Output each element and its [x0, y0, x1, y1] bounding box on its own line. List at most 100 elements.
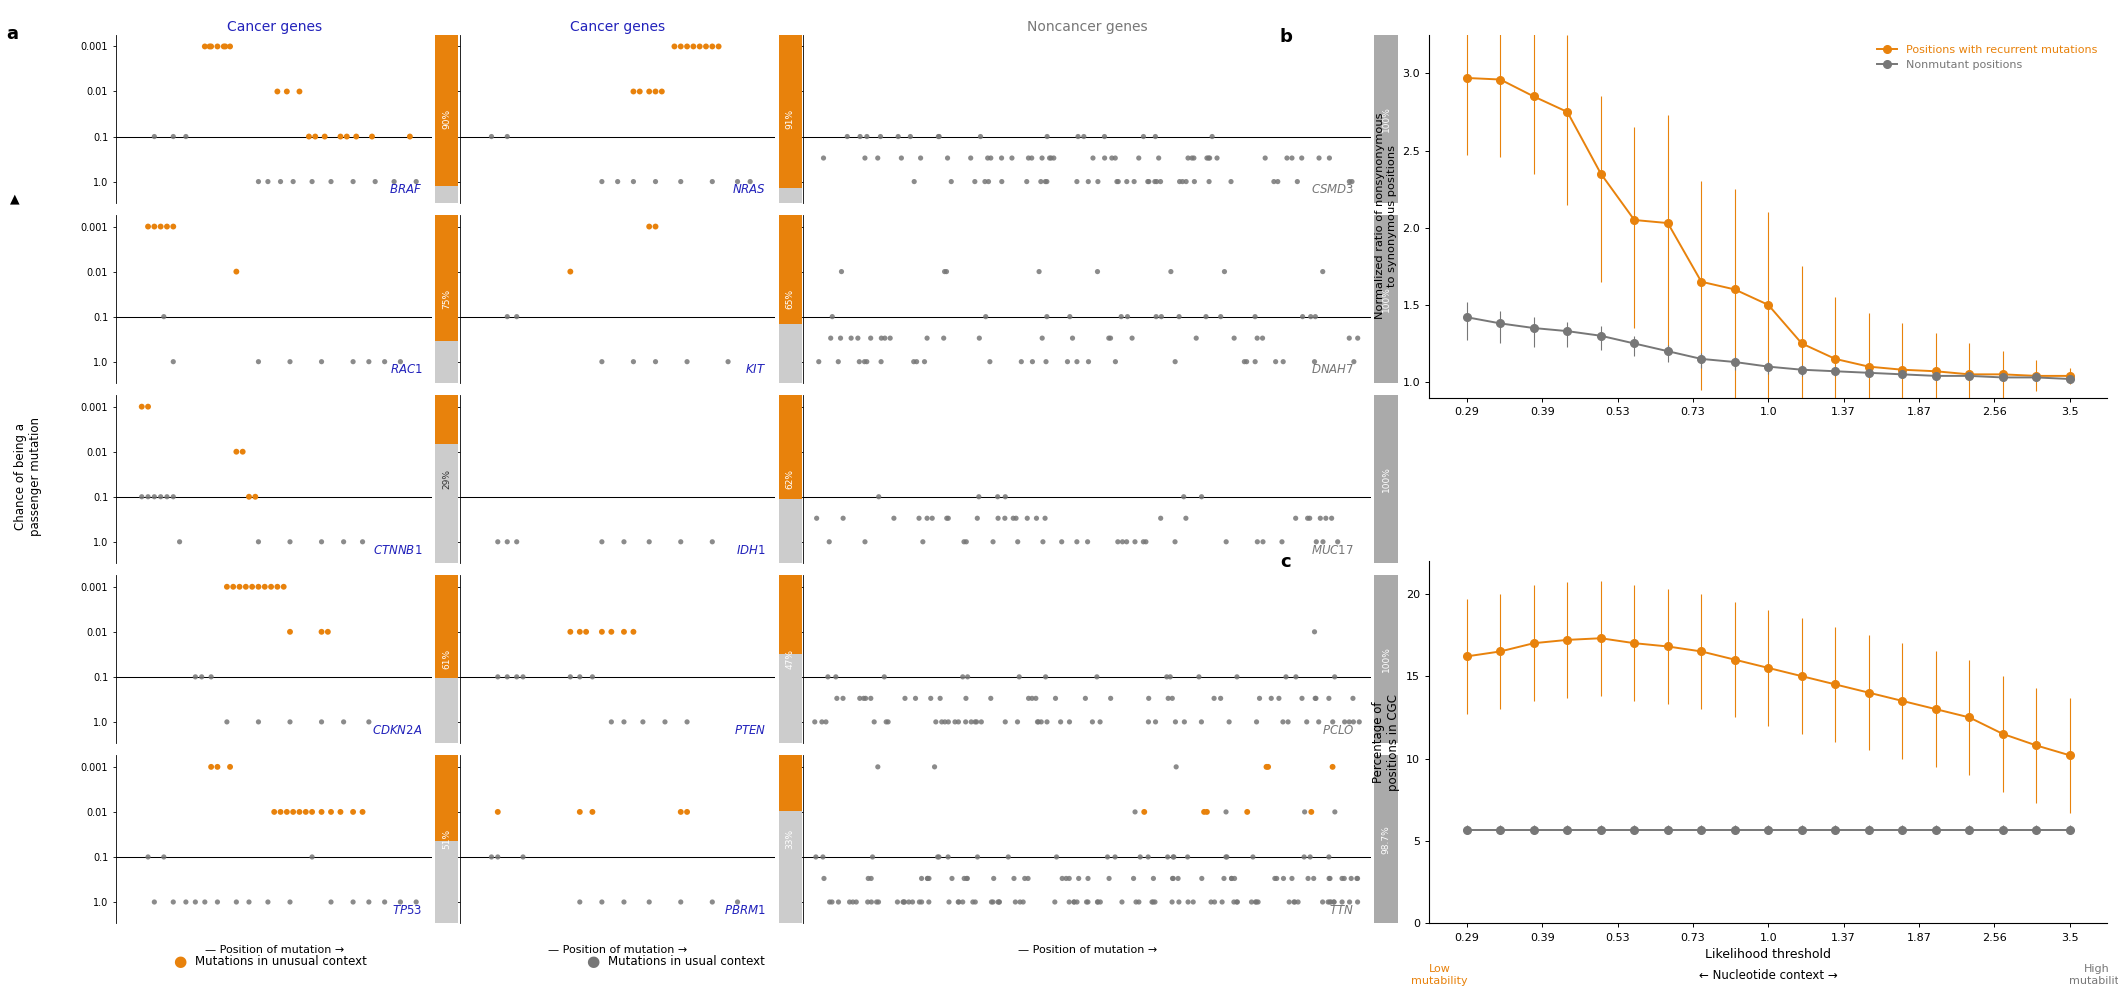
Point [602, 174, 635, 190]
Point [1315, 714, 1349, 730]
Point [269, 83, 303, 99]
Point [138, 894, 172, 910]
Point [928, 264, 962, 280]
Point [887, 894, 921, 910]
Point [932, 894, 966, 910]
Point [1144, 174, 1178, 190]
Point [294, 174, 328, 190]
Text: 100%: 100% [1381, 466, 1392, 493]
Point [1012, 150, 1046, 166]
Point [676, 39, 710, 55]
Point [633, 894, 667, 910]
Text: ▲: ▲ [11, 192, 19, 206]
Point [1303, 510, 1336, 526]
Point [282, 804, 316, 820]
Point [1150, 849, 1184, 865]
Bar [434, 755, 457, 841]
Point [267, 579, 301, 595]
Point [1156, 849, 1190, 865]
Point [1328, 871, 1362, 887]
Point [949, 534, 983, 550]
Point [849, 690, 883, 706]
Point [1332, 894, 1366, 910]
Point [974, 690, 1008, 706]
Point [843, 690, 877, 706]
Point [1305, 894, 1339, 910]
Point [682, 39, 716, 55]
Point [864, 331, 898, 347]
Point [345, 804, 379, 820]
Point [324, 804, 358, 820]
Point [330, 129, 364, 145]
Text: ●: ● [174, 953, 186, 969]
Point [1248, 150, 1281, 166]
Point [1343, 714, 1377, 730]
Point [195, 669, 229, 685]
Point [688, 39, 722, 55]
Point [146, 309, 180, 325]
Point [352, 354, 385, 369]
Point [553, 624, 587, 639]
Point [1254, 690, 1288, 706]
Bar [779, 395, 803, 499]
Bar [779, 188, 803, 204]
Point [210, 579, 244, 595]
Point [1025, 150, 1059, 166]
Point [1341, 331, 1375, 347]
Point [1159, 534, 1192, 550]
Point [633, 218, 667, 234]
Point [964, 714, 998, 730]
Point [220, 444, 254, 460]
Point [1332, 714, 1366, 730]
Point [957, 714, 991, 730]
Point [638, 354, 671, 369]
Point [261, 579, 294, 595]
Point [1067, 129, 1101, 145]
Point [1019, 690, 1053, 706]
Point [1214, 871, 1248, 887]
Point [1171, 894, 1205, 910]
Point [1089, 150, 1123, 166]
Point [1038, 894, 1072, 910]
Point [1290, 714, 1324, 730]
Point [216, 579, 250, 595]
Point [1163, 174, 1197, 190]
Point [585, 624, 618, 639]
Point [1072, 174, 1106, 190]
Point [500, 669, 534, 685]
Point [1106, 894, 1139, 910]
Point [1262, 690, 1296, 706]
Point [1118, 894, 1152, 910]
Text: 90%: 90% [443, 109, 451, 129]
Point [995, 510, 1029, 526]
Point [902, 510, 936, 526]
Point [337, 174, 371, 190]
Point [669, 804, 703, 820]
Point [822, 894, 856, 910]
Point [695, 534, 729, 550]
Point [307, 129, 341, 145]
Point [803, 354, 837, 369]
Point [275, 804, 309, 820]
Point [1127, 534, 1161, 550]
Point [837, 894, 870, 910]
Point [1294, 849, 1328, 865]
Point [959, 510, 993, 526]
Point [356, 129, 390, 145]
Point [273, 624, 307, 639]
Text: Mutations in unusual context: Mutations in unusual context [195, 954, 366, 968]
Point [896, 894, 930, 910]
Point [1099, 174, 1133, 190]
Point [972, 354, 1006, 369]
Point [1209, 534, 1243, 550]
Point [1139, 174, 1173, 190]
Point [1025, 714, 1059, 730]
Point [1334, 174, 1368, 190]
Point [1059, 174, 1093, 190]
Point [220, 894, 254, 910]
Point [1159, 759, 1192, 775]
Point [1309, 510, 1343, 526]
Point [1093, 871, 1127, 887]
Point [1165, 174, 1199, 190]
Point [292, 129, 326, 145]
